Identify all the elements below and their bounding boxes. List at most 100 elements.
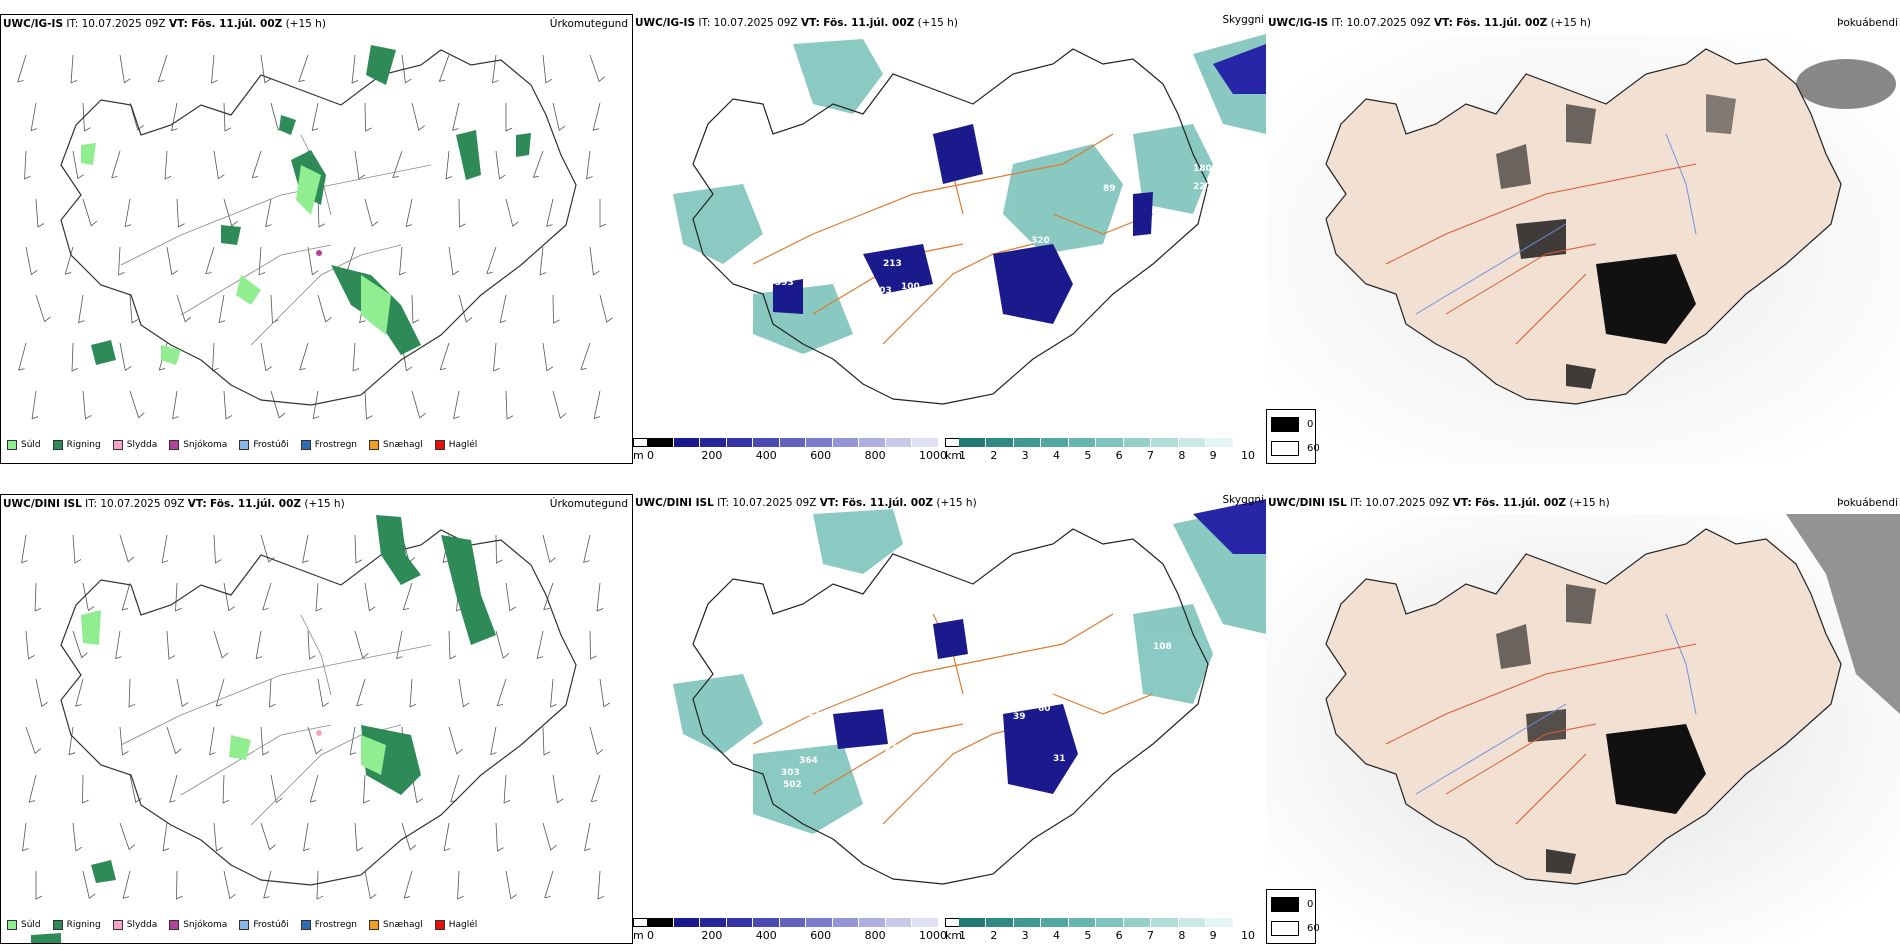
- wind-barb: [303, 822, 310, 852]
- colorbar-cell: [1178, 918, 1207, 927]
- it-value: 10.07.2025 09Z: [713, 17, 798, 29]
- wind-barb: [223, 870, 236, 900]
- fog-panel-row1: UWC/IG-IS IT: 10.07.2025 09Z VT: Fös. 11…: [1266, 14, 1900, 464]
- wind-barb: [307, 246, 319, 276]
- visibility-map-row1: [673, 34, 1266, 405]
- colorbar-cell: [1013, 918, 1042, 927]
- cloud-base-label: 121: [877, 766, 896, 776]
- cloud-base-label: 54: [785, 714, 798, 724]
- wind-barb: [439, 342, 450, 371]
- cloud-base-label: 315: [871, 319, 890, 329]
- precip-legend-item: Snæhagl: [369, 920, 423, 930]
- colorbar-cell: [779, 438, 807, 447]
- iceland-coastline: [60, 49, 577, 406]
- colorbar-unit: m: [633, 449, 644, 462]
- wind-barb: [260, 54, 272, 84]
- colorbar-cell: [859, 438, 886, 447]
- cloud-base-label: 60: [959, 602, 972, 612]
- visibility-colorbar-row2: km 1 2 3 4 5 6 7 8 9 10: [945, 918, 1261, 944]
- wind-barb: [71, 342, 79, 372]
- wind-barb: [354, 150, 366, 180]
- vt-value: Fös. 11.júl. 00Z: [1475, 497, 1566, 509]
- it-value: 10.07.2025 09Z: [732, 497, 817, 509]
- precip-panel-row2: UWC/DINI ISL IT: 10.07.2025 09Z VT: Fös.…: [0, 494, 633, 944]
- colorbar-tick: 1: [959, 929, 966, 942]
- wind-barb: [443, 822, 451, 852]
- wind-barb: [72, 534, 82, 564]
- wind-barb: [35, 678, 48, 708]
- cloud-base-label: 180: [1193, 164, 1212, 174]
- it-label: IT:: [85, 498, 98, 510]
- wind-barb: [166, 726, 182, 755]
- wind-barb: [411, 774, 423, 804]
- wind-barb: [356, 678, 366, 707]
- cloud-base-label: 108: [848, 259, 867, 269]
- it-label: IT:: [717, 497, 730, 509]
- precip-legend-label: Súld: [21, 920, 41, 930]
- wind-barb: [401, 54, 412, 84]
- colorbar-tick: 8: [1178, 929, 1186, 942]
- wind-barb: [72, 630, 88, 659]
- colorbar-tick: 7: [1147, 449, 1154, 462]
- wind-barb: [129, 390, 145, 419]
- fog-swatch-60: [1271, 441, 1299, 456]
- precip-legend-swatch: [300, 920, 311, 930]
- colorbar-tick: 5: [1084, 929, 1092, 942]
- lead-time: (+15 h): [936, 497, 977, 509]
- snow-spot: [316, 730, 322, 736]
- wind-barb: [269, 678, 276, 708]
- wind-barb: [270, 390, 286, 419]
- wind-barb: [82, 198, 98, 227]
- it-value: 10.07.2025 09Z: [1346, 17, 1431, 29]
- drizzle-areas: [81, 143, 391, 365]
- it-value: 10.07.2025 09Z: [1365, 497, 1450, 509]
- wind-barb: [592, 102, 601, 131]
- colorbar-cell: [1206, 918, 1234, 927]
- wind-barb: [493, 342, 500, 372]
- fog-dark-areas: [1496, 584, 1706, 874]
- precip-legend-swatch: [7, 920, 17, 930]
- precip-legend-label: Haglél: [448, 920, 478, 930]
- wind-barb: [35, 198, 45, 228]
- visibility-header-row2: UWC/DINI ISL IT: 10.07.2025 09Z VT: Fös.…: [635, 497, 977, 510]
- wind-barb: [119, 726, 129, 756]
- vt-label: VT:: [819, 497, 839, 509]
- visibility-panel-row1: UWC/IG-IS IT: 10.07.2025 09Z VT: Fös. 11…: [633, 14, 1266, 464]
- colorbar-tick: 1000: [919, 929, 947, 942]
- wind-barb: [536, 630, 544, 659]
- wind-barb: [539, 246, 547, 276]
- cloud-base-label: 151: [783, 252, 802, 262]
- precip-legend-item: Snjókoma: [169, 440, 227, 450]
- wind-barb: [550, 678, 557, 708]
- wind-barb: [584, 822, 591, 852]
- wind-barb: [351, 54, 359, 84]
- wind-barb: [403, 870, 413, 899]
- cloud-base-label: 307: [1078, 82, 1097, 92]
- wind-barb: [172, 390, 179, 420]
- wind-barb: [542, 726, 551, 756]
- cloud-base-label: 50: [965, 276, 978, 286]
- low-visibility-areas: [673, 504, 1266, 834]
- wind-barb: [218, 294, 226, 324]
- wind-barb: [255, 630, 263, 660]
- colorbar-cell: [647, 438, 674, 447]
- colorbar-tick: 2: [990, 929, 998, 942]
- colorbar-cell: [859, 918, 886, 927]
- precip-legend-label: Snjókoma: [183, 920, 228, 930]
- wind-barb: [129, 294, 139, 324]
- wind-barb: [311, 102, 319, 131]
- colorbar-tick: 6: [1115, 449, 1123, 462]
- wind-barb: [121, 582, 131, 611]
- wind-barb: [505, 870, 517, 900]
- wind-barb: [82, 102, 91, 132]
- colorbar-tick: 800: [864, 929, 886, 942]
- model-name: UWC/IG-IS: [1268, 17, 1329, 29]
- fog-header-row2: UWC/DINI ISL IT: 10.07.2025 09Z VT: Fös.…: [1268, 497, 1610, 510]
- precip-legend-item: Slydda: [112, 920, 157, 930]
- cloud-base-label: 189: [1113, 62, 1132, 72]
- wind-barb: [260, 726, 270, 756]
- wind-barb: [364, 582, 376, 612]
- precip-legend-label: Rigning: [66, 920, 101, 930]
- colorbar-tick: 6: [1115, 929, 1123, 942]
- roads: [120, 134, 432, 346]
